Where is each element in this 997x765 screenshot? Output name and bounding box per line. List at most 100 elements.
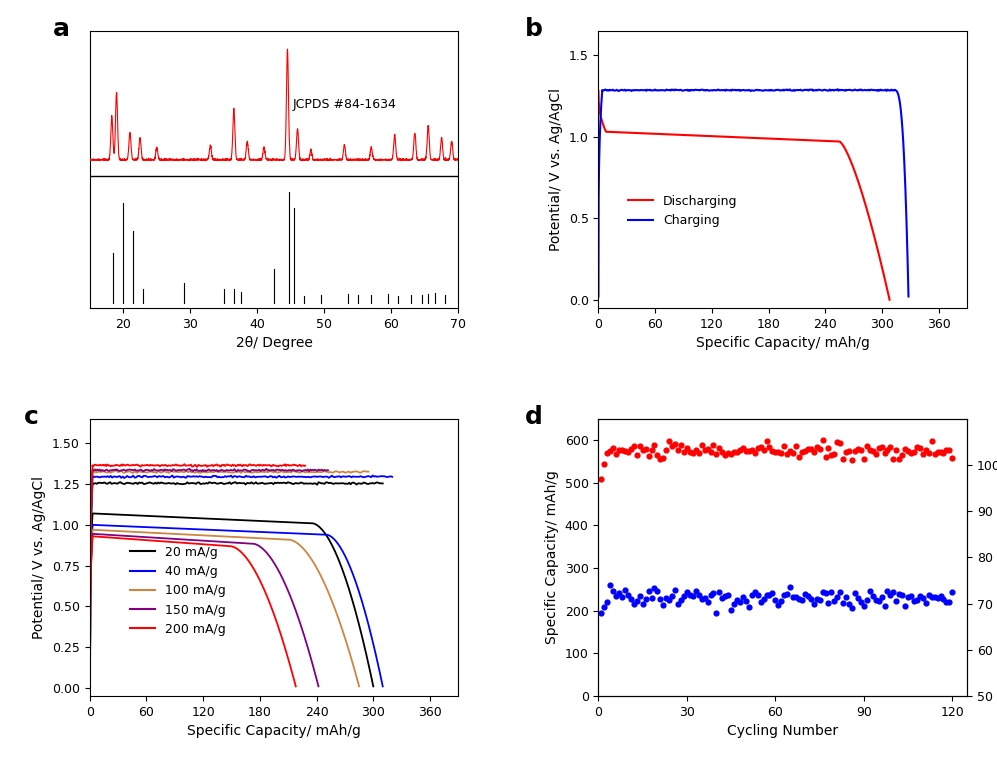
Point <box>832 586 848 598</box>
Point <box>720 447 736 459</box>
Point <box>918 444 934 456</box>
Point <box>649 449 665 461</box>
Point <box>712 586 728 598</box>
Point <box>809 441 825 453</box>
Point <box>844 602 860 614</box>
Point <box>783 581 799 593</box>
Point <box>649 584 665 597</box>
Point <box>944 586 960 598</box>
Point <box>661 594 677 607</box>
Point <box>906 595 922 607</box>
Point <box>679 586 695 598</box>
Point <box>929 591 945 604</box>
Point <box>759 589 775 601</box>
Point <box>703 446 719 458</box>
Point <box>691 589 707 601</box>
Point <box>765 445 781 457</box>
Point <box>744 589 760 601</box>
Point <box>932 590 948 602</box>
Point <box>888 595 904 607</box>
Text: a: a <box>53 17 70 41</box>
Point <box>626 440 642 452</box>
Point <box>729 446 745 458</box>
Point <box>841 597 857 610</box>
Point <box>682 446 698 458</box>
Point <box>629 449 645 461</box>
Point <box>670 444 686 457</box>
Point <box>815 435 831 447</box>
Point <box>685 590 701 602</box>
Point <box>794 594 810 606</box>
Point <box>897 443 913 455</box>
Point <box>835 597 851 610</box>
Point <box>738 445 754 457</box>
Point <box>885 586 901 598</box>
Point <box>646 581 662 594</box>
Point <box>667 584 683 596</box>
Point <box>735 442 751 454</box>
Point <box>838 591 854 604</box>
Point <box>921 589 937 601</box>
Point <box>673 594 689 606</box>
Point <box>732 596 748 608</box>
Point <box>853 444 869 456</box>
Point <box>652 594 668 606</box>
Point <box>629 595 645 607</box>
Point <box>602 444 618 457</box>
Point <box>756 444 772 456</box>
Point <box>635 444 651 456</box>
Point <box>682 589 698 601</box>
Point <box>876 447 892 459</box>
Point <box>800 444 816 456</box>
Point <box>670 597 686 610</box>
Point <box>788 440 804 452</box>
Text: c: c <box>23 405 38 429</box>
Point <box>894 448 910 461</box>
Y-axis label: Specific Capacity/ mAh/g: Specific Capacity/ mAh/g <box>545 470 559 644</box>
Point <box>643 592 659 604</box>
Point <box>697 591 713 604</box>
Point <box>747 586 763 598</box>
Point <box>658 592 674 604</box>
Text: JCPDS #84-1634: JCPDS #84-1634 <box>292 98 397 111</box>
Point <box>870 441 886 454</box>
Point <box>626 597 642 610</box>
Point <box>830 436 845 448</box>
Point <box>824 449 839 461</box>
Point <box>850 592 866 604</box>
Point <box>638 443 654 455</box>
Point <box>909 594 925 606</box>
Point <box>750 589 766 601</box>
Point <box>611 587 627 599</box>
Point <box>806 597 822 610</box>
Point <box>676 591 692 603</box>
Y-axis label: Potential/ V vs. Ag/AgCl: Potential/ V vs. Ag/AgCl <box>33 476 47 639</box>
Point <box>608 448 624 460</box>
Point <box>599 447 615 459</box>
Point <box>864 590 880 602</box>
Point <box>912 590 928 602</box>
Point <box>771 446 787 458</box>
Point <box>593 607 609 619</box>
X-axis label: Specific Capacity/ mAh/g: Specific Capacity/ mAh/g <box>187 724 361 738</box>
Point <box>664 440 680 452</box>
Point <box>909 441 925 454</box>
Point <box>623 443 639 455</box>
Point <box>641 585 657 597</box>
Point <box>855 600 871 612</box>
Point <box>741 601 757 613</box>
Point <box>714 592 730 604</box>
Point <box>723 448 739 461</box>
Point <box>688 585 704 597</box>
Point <box>617 584 633 596</box>
Point <box>803 443 819 455</box>
Point <box>759 435 775 447</box>
Point <box>867 594 883 606</box>
Point <box>812 594 828 606</box>
Point <box>623 593 639 605</box>
Point <box>858 440 874 452</box>
Point <box>888 444 904 457</box>
Point <box>855 453 871 465</box>
Point <box>815 585 831 597</box>
Point <box>697 444 713 456</box>
